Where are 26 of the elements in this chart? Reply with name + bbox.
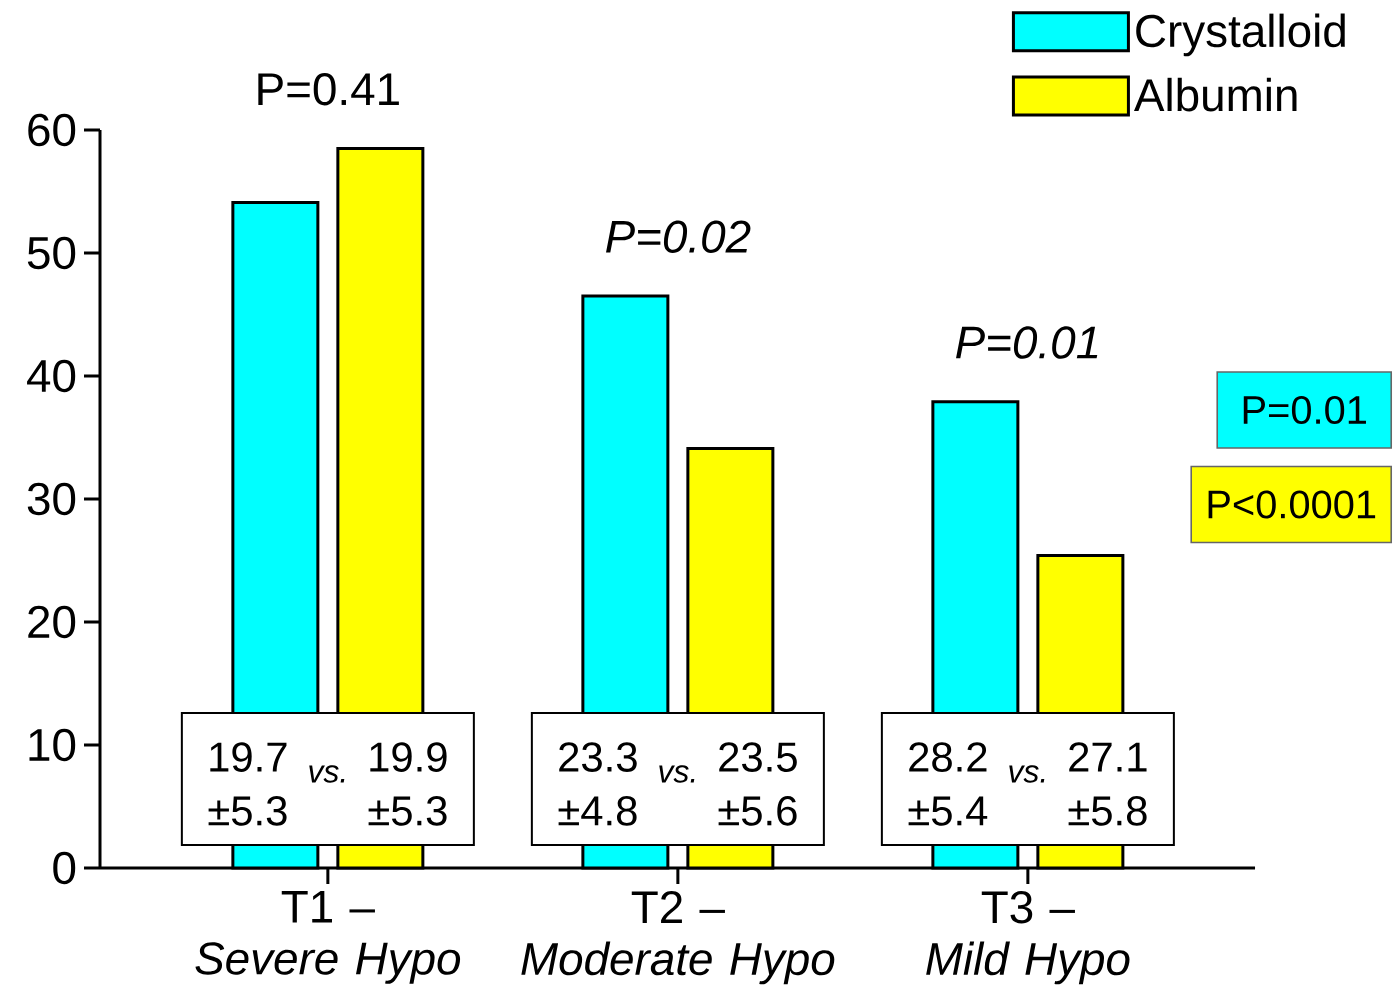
y-tick-label: 50 — [27, 236, 76, 270]
annotation: P=0.02 — [606, 220, 751, 253]
annotation: 27.1 ±5.8 — [1068, 742, 1147, 826]
y-tick-label: 60 — [28, 113, 76, 147]
annotation: 28.2 ±5.4 — [908, 742, 988, 826]
y-tick-label: 30 — [27, 482, 76, 516]
y-tick-label: 40 — [27, 359, 76, 393]
annotation: 19.9 ±5.3 — [368, 742, 447, 826]
y-tick-label: 10 — [29, 728, 76, 762]
x-tick-label: T1 – Severe Hypo — [195, 891, 461, 984]
annotation: vs. — [1009, 765, 1045, 783]
annotation: P=0.01 — [956, 326, 1098, 359]
legend-label: Crystalloid — [1136, 13, 1345, 57]
annotation: P=0.01 — [1243, 395, 1366, 425]
text: P=0.41 — [258, 72, 399, 106]
x-tick-label: T2 – Moderate Hypo — [521, 891, 835, 985]
x-tick-label: T3 – Mild Hypo — [926, 891, 1130, 985]
annotation: vs. — [309, 765, 345, 783]
annotation: 23.5 ±5.6 — [718, 742, 797, 826]
y-tick-label: 0 — [53, 851, 76, 885]
annotation: 23.3 ±4.8 — [558, 742, 637, 826]
y-tick-label: 20 — [28, 605, 76, 639]
legend-label: Albumin — [1134, 77, 1297, 112]
annotation: 19.7 ±5.3 — [208, 742, 287, 826]
annotation: vs. — [659, 765, 695, 783]
annotation: P<0.0001 — [1208, 490, 1376, 519]
